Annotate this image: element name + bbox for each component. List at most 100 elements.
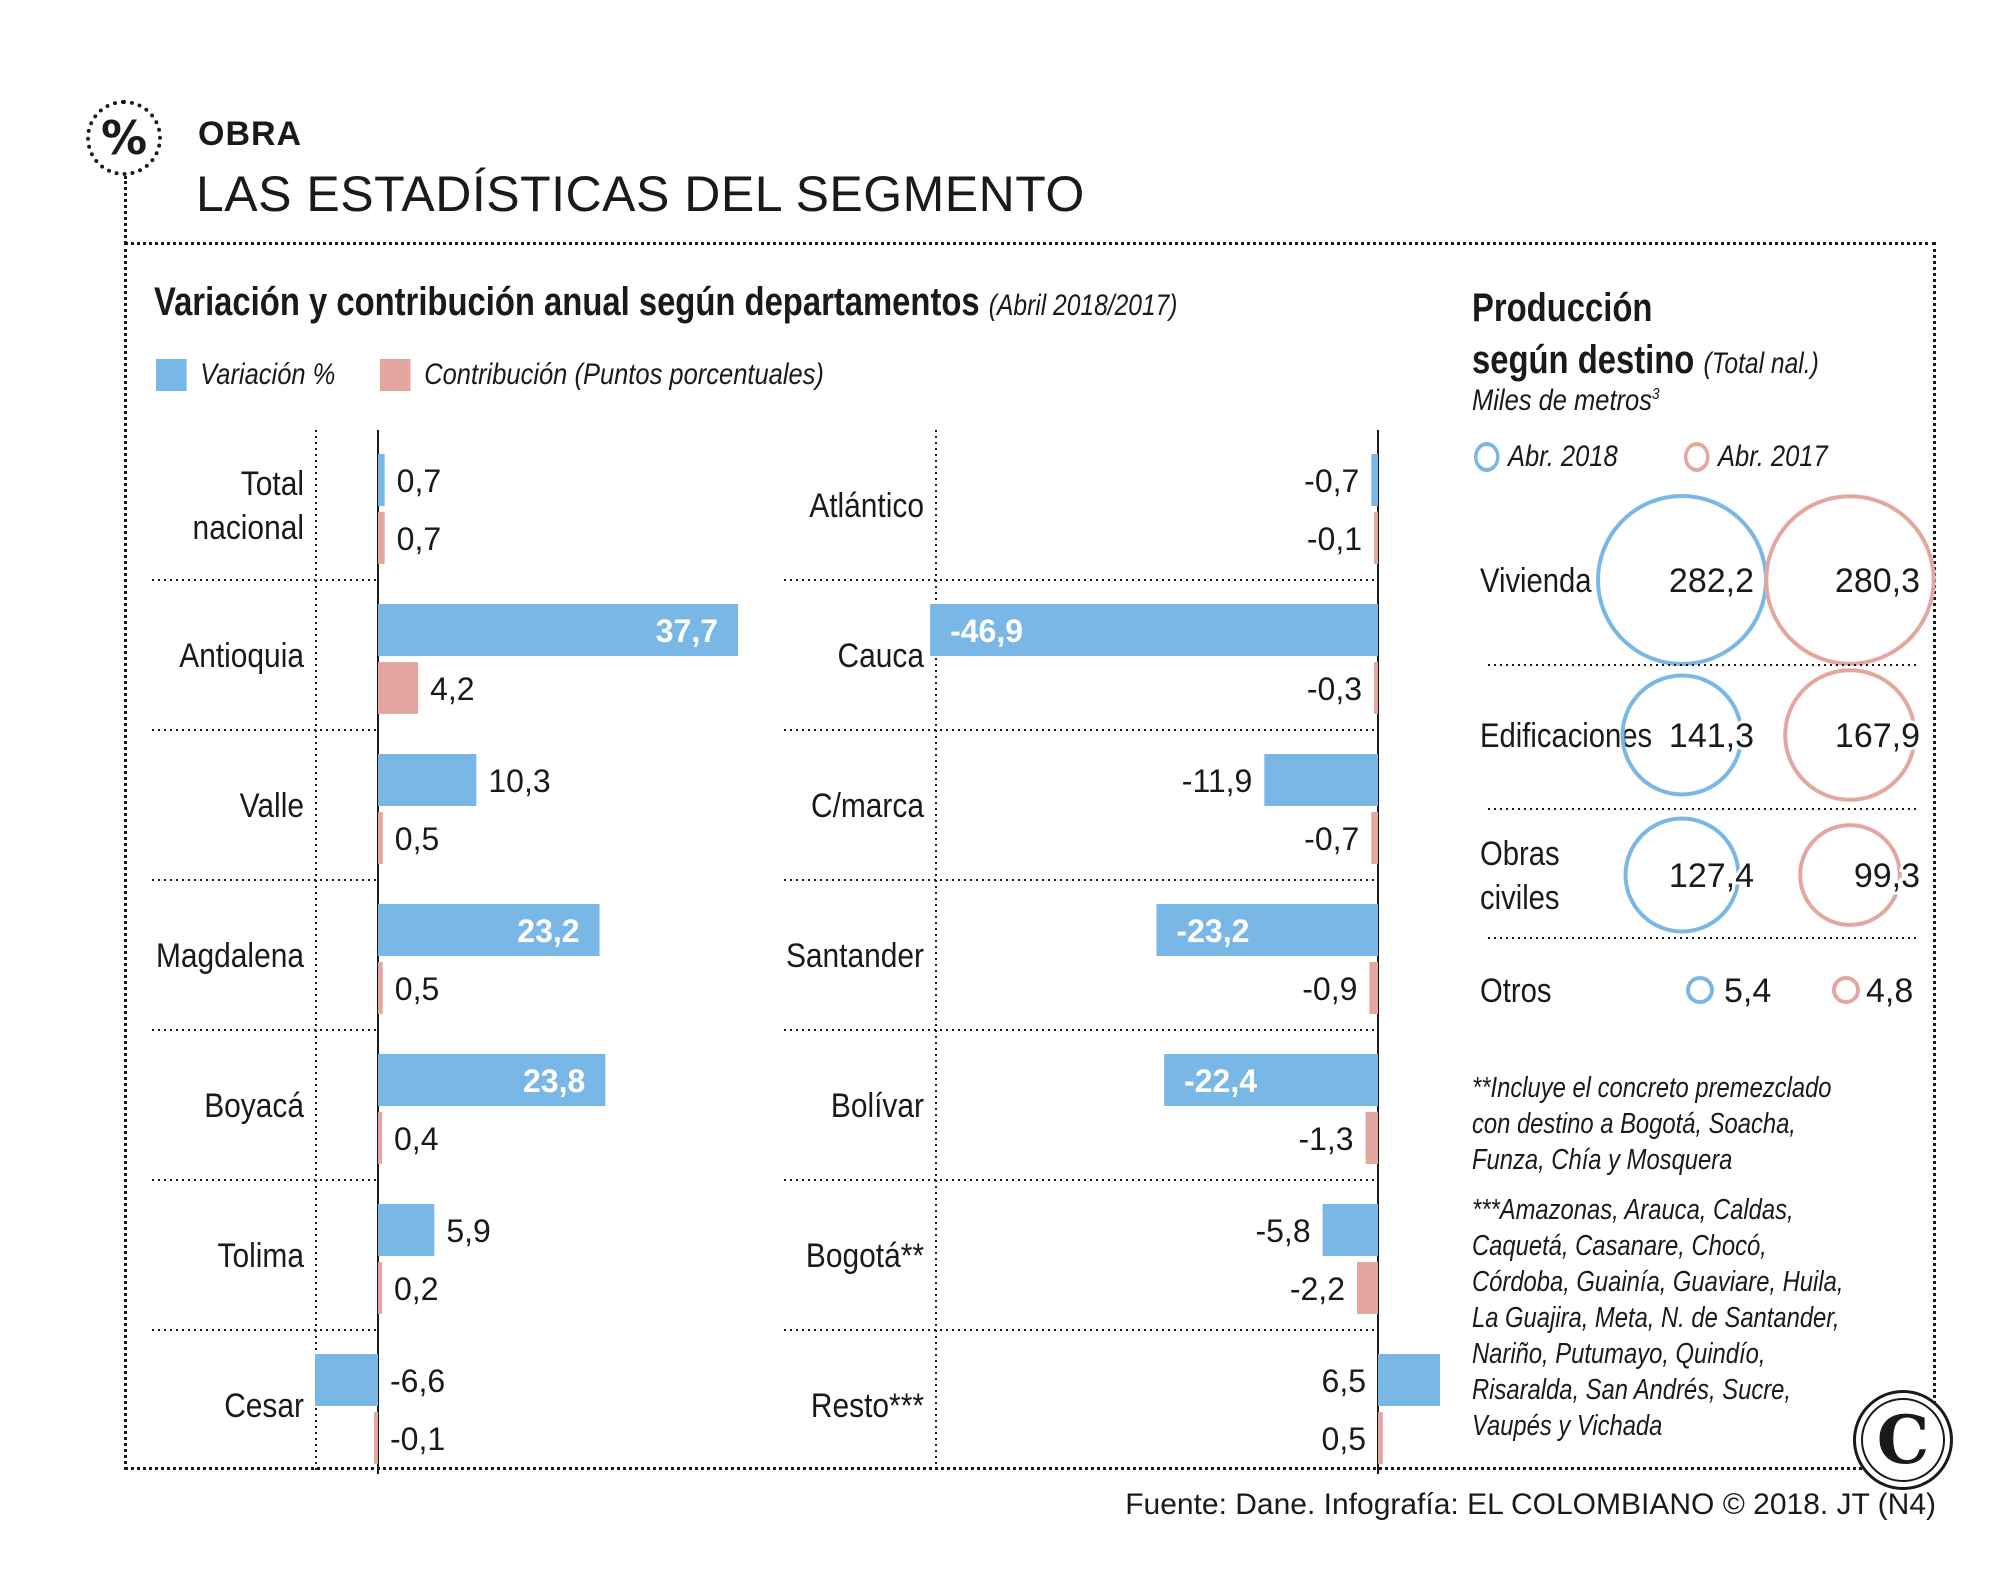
chart-frame — [124, 242, 1936, 1470]
variation-value-label: -5,8 — [1255, 1213, 1310, 1249]
variation-bar — [1156, 904, 1378, 956]
legend-contribution: Contribución (Puntos porcentuales) — [380, 358, 824, 392]
note-line: Risaralda, San Andrés, Sucre, — [1472, 1374, 1791, 1406]
note-line: Funza, Chía y Mosquera — [1472, 1144, 1733, 1176]
variation-value-label: 5,9 — [446, 1213, 490, 1249]
value-2018-label: 5,4 — [1724, 972, 1771, 1010]
variation-bar — [378, 604, 739, 656]
destination-label: Vivienda — [1480, 561, 1592, 600]
el-colombiano-logo: C — [1853, 1390, 1953, 1490]
variation-bar — [378, 454, 385, 506]
contribution-bar — [1356, 1262, 1378, 1314]
variation-value-label: 37,7 — [656, 613, 718, 649]
variation-bar — [1378, 1354, 1441, 1406]
contribution-bar — [378, 962, 383, 1014]
variation-value-label: -11,9 — [1182, 763, 1253, 799]
variation-value-label: 23,8 — [523, 1063, 585, 1099]
category-label: Atlántico — [809, 486, 924, 524]
note-line: ***Amazonas, Arauca, Caldas, — [1472, 1194, 1794, 1226]
destination-label: Edificaciones — [1480, 716, 1652, 755]
category-label: C/marca — [811, 786, 924, 824]
legend-variation: Variación % — [156, 358, 335, 392]
legend-2017: Abr. 2017 — [1684, 440, 1828, 474]
category-label: Santander — [786, 936, 924, 974]
value-2017-label: 167,9 — [1835, 717, 1920, 755]
category-label: Boyacá — [204, 1086, 304, 1124]
category-label: Antioquia — [179, 636, 304, 674]
contribution-bar — [1374, 662, 1378, 714]
note-line: Vaupés y Vichada — [1472, 1410, 1663, 1442]
contribution-value-label: 0,4 — [394, 1121, 438, 1157]
legend-contribution-label: Contribución (Puntos porcentuales) — [424, 358, 824, 391]
contribution-value-label: -2,2 — [1290, 1271, 1345, 1307]
bar-chart-subtitle: (Abril 2018/2017) — [988, 289, 1178, 322]
section-kicker: OBRA — [198, 115, 303, 153]
contribution-bar — [1371, 812, 1378, 864]
contribution-bar — [1374, 512, 1378, 564]
destination-label: Otros — [1480, 971, 1551, 1010]
contribution-value-label: 0,7 — [397, 521, 441, 557]
contribution-bar — [378, 1112, 382, 1164]
variation-value-label: -23,2 — [1176, 913, 1249, 949]
note-line: **Incluye el concreto premezclado — [1472, 1072, 1832, 1104]
variation-bar — [1322, 1204, 1378, 1256]
contribution-value-label: -0,1 — [1307, 521, 1362, 557]
contribution-bar — [1369, 962, 1378, 1014]
bubble-2017 — [1798, 823, 1902, 927]
units-superscript: 3 — [1651, 386, 1660, 403]
bar-chart-title: Variación y contribución anual según dep… — [154, 280, 1178, 325]
contribution-value-label: 0,2 — [394, 1271, 438, 1307]
variation-bar — [378, 754, 477, 806]
contribution-bar — [378, 812, 383, 864]
contribution-value-label: -1,3 — [1298, 1121, 1353, 1157]
variation-bar — [378, 1204, 435, 1256]
contribution-bar — [378, 512, 385, 564]
percent-icon: % — [86, 100, 162, 176]
bubble-chart-title: Producción según destino (Total nal.) — [1472, 282, 1819, 386]
decorative-divider — [124, 176, 127, 244]
category-label: Tolima — [218, 1236, 305, 1274]
bubble-2017 — [1783, 668, 1917, 802]
contribution-value-label: -0,1 — [390, 1421, 445, 1457]
page-title: LAS ESTADÍSTICAS DEL SEGMENTO — [196, 166, 1085, 222]
note-bogota: **Incluye el concreto premezclado con de… — [1472, 1070, 1832, 1178]
bubble-2018 — [1620, 673, 1744, 797]
bar-chart-title-text: Variación y contribución anual según dep… — [154, 280, 980, 324]
legend-variation-label: Variación % — [200, 358, 336, 391]
contribution-value-label: -0,9 — [1302, 971, 1357, 1007]
variation-value-label: -0,7 — [1304, 463, 1359, 499]
category-label: Magdalena — [156, 936, 304, 974]
variation-bar — [1164, 1054, 1378, 1106]
note-line: Caquetá, Casanare, Chocó, — [1472, 1230, 1767, 1262]
value-2018-label: 127,4 — [1669, 857, 1754, 895]
note-resto: ***Amazonas, Arauca, Caldas, Caquetá, Ca… — [1472, 1192, 1843, 1444]
contribution-bar — [374, 1412, 378, 1464]
variation-bar — [1371, 454, 1378, 506]
category-label: Valle — [240, 786, 304, 824]
value-2017-label: 99,3 — [1854, 857, 1920, 895]
bubble-2017 — [1764, 494, 1936, 666]
logo-letter: C — [1861, 1398, 1945, 1482]
variation-value-label: 10,3 — [488, 763, 550, 799]
contribution-bar — [1365, 1112, 1378, 1164]
category-label: Bolívar — [831, 1086, 924, 1124]
bubble-2018 — [1686, 976, 1714, 1004]
source-credit: Fuente: Dane. Infografía: EL COLOMBIANO … — [1125, 1488, 1936, 1521]
variation-bar — [930, 604, 1378, 656]
contribution-bar — [378, 662, 419, 714]
value-2018-label: 282,2 — [1669, 562, 1754, 600]
bubble-2018 — [1623, 816, 1741, 934]
variation-value-label: 0,7 — [397, 463, 441, 499]
variation-value-label: -22,4 — [1184, 1063, 1257, 1099]
variation-bar — [378, 1054, 606, 1106]
variation-bar — [378, 904, 600, 956]
destination-label: civiles — [1480, 878, 1560, 917]
note-line: con destino a Bogotá, Soacha, — [1472, 1108, 1796, 1140]
variation-swatch-icon — [156, 359, 187, 391]
category-label: Resto*** — [811, 1386, 924, 1424]
category-label: nacional — [193, 508, 304, 546]
contribution-value-label: -0,3 — [1307, 671, 1362, 707]
variation-value-label: 23,2 — [517, 913, 579, 949]
